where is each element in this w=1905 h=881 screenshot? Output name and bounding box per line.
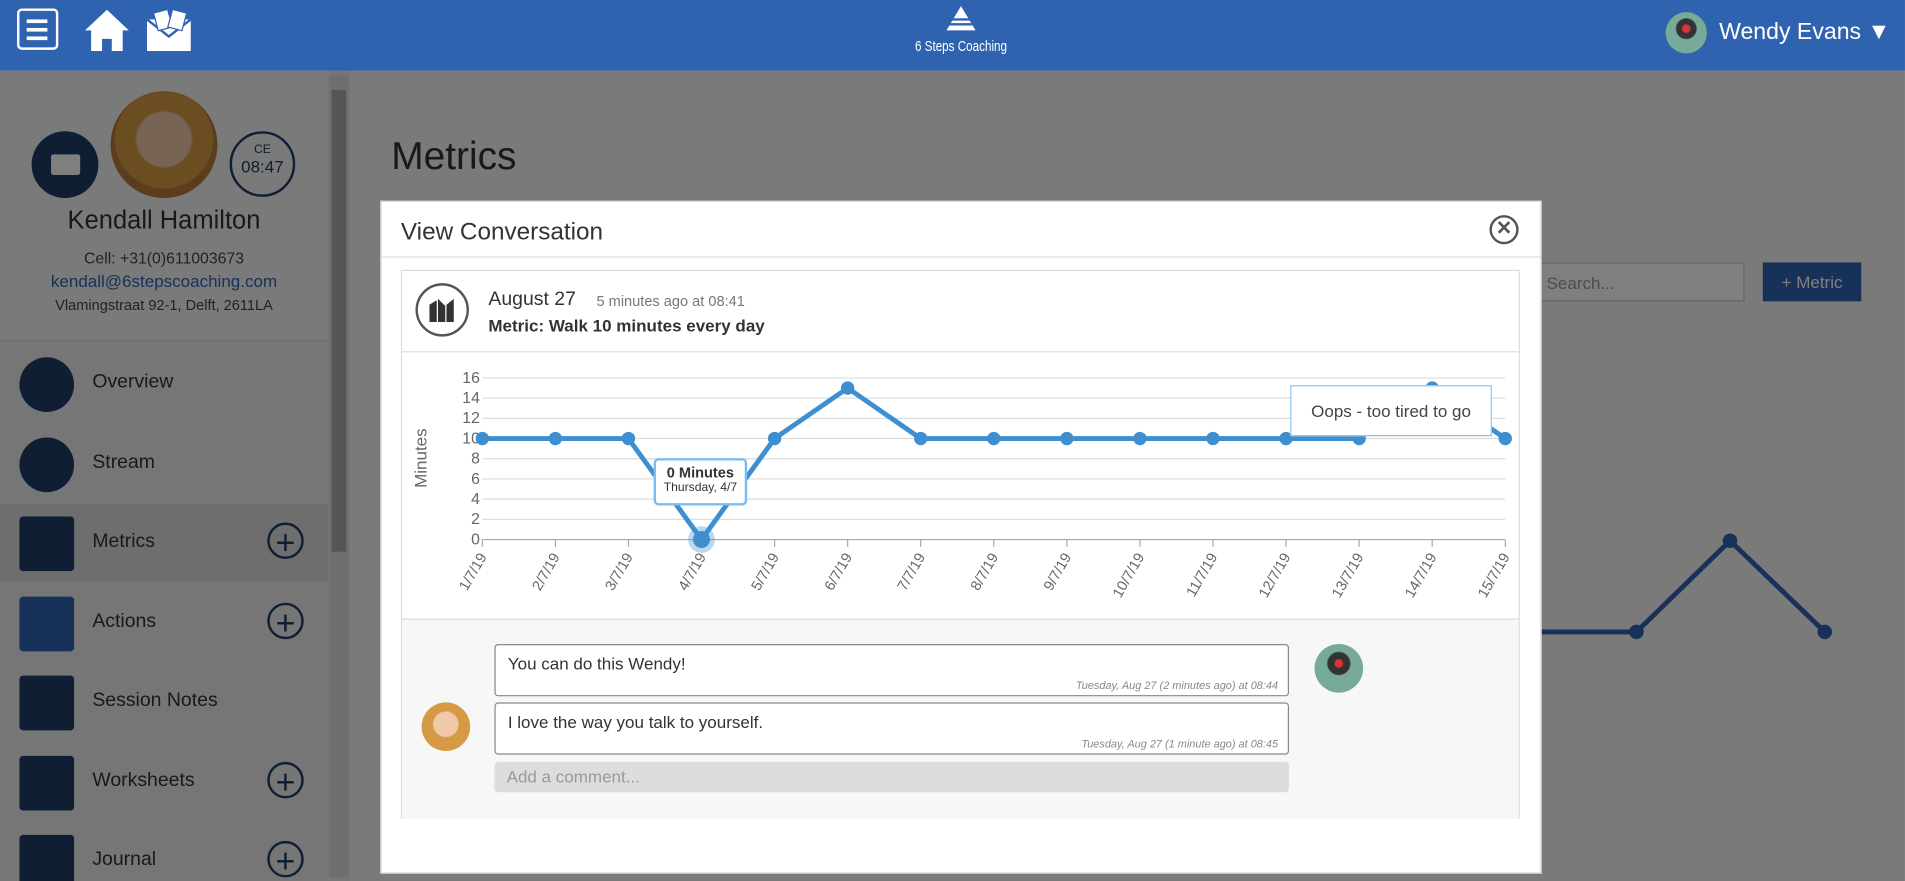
y-tick-label: 4	[471, 491, 480, 508]
coach-avatar	[1314, 644, 1364, 693]
tooltip-title: 0 Minutes	[666, 464, 735, 482]
comment-text: I love the way you talk to yourself.	[507, 712, 764, 732]
x-tick-label: 5/7/19	[749, 551, 783, 594]
y-tick-label: 0	[471, 531, 480, 548]
modal-title: View Conversation	[400, 218, 604, 246]
data-point	[548, 431, 563, 446]
data-point	[987, 431, 1001, 446]
y-tick-label: 14	[462, 390, 480, 407]
data-point	[1279, 431, 1293, 446]
metric-icon	[415, 283, 469, 337]
user-menu[interactable]: Wendy Evans ▼	[1719, 19, 1891, 45]
comment-text: You can do this Wendy!	[507, 653, 686, 674]
x-tick-label: 9/7/19	[1041, 551, 1075, 594]
logo	[946, 6, 976, 31]
data-point	[1060, 431, 1074, 446]
x-tick-label: 14/7/19	[1402, 551, 1440, 601]
data-point	[1133, 431, 1147, 446]
x-tick-label: 10/7/19	[1110, 551, 1148, 601]
post-metric[interactable]: Metric: Walk 10 minutes every day	[488, 315, 765, 336]
y-tick-label: 8	[471, 451, 480, 468]
comment: I love the way you talk to yourself. Tues…	[494, 702, 1290, 755]
close-button[interactable]: ✕	[1489, 215, 1519, 245]
data-point	[621, 431, 636, 446]
x-tick-label: 13/7/19	[1329, 551, 1367, 601]
y-tick-label: 12	[462, 410, 480, 427]
home-button[interactable]	[83, 7, 132, 53]
comment-meta: Tuesday, Aug 27 (1 minute ago) at 08:45	[1081, 737, 1279, 750]
post-time: 5 minutes ago at 08:41	[596, 292, 745, 310]
comment: You can do this Wendy! Tuesday, Aug 27 (2…	[494, 644, 1290, 697]
top-bar: 6 Steps Coaching Wendy Evans ▼	[0, 0, 1905, 71]
data-point	[767, 431, 782, 446]
x-tick-label: 3/7/19	[603, 551, 637, 594]
data-point	[840, 381, 855, 395]
x-tick-label: 1/7/19	[457, 551, 491, 594]
client-avatar	[421, 702, 471, 751]
tooltip: 0 Minutes Thursday, 4/7	[653, 458, 748, 506]
x-tick-label: 15/7/19	[1475, 551, 1513, 601]
y-tick-label: 2	[471, 511, 480, 528]
x-tick-label: 2/7/19	[530, 551, 564, 594]
x-tick-label: 7/7/19	[895, 551, 929, 594]
y-tick-label: 10	[462, 430, 480, 447]
comment-input[interactable]: Add a comment...	[494, 761, 1290, 793]
tooltip-subtitle: Thursday, 4/7	[663, 481, 738, 495]
post-date: August 27	[488, 289, 576, 310]
data-point	[1498, 431, 1512, 446]
comment-meta: Tuesday, Aug 27 (2 minutes ago) at 08:44	[1075, 679, 1279, 692]
x-tick-label: 8/7/19	[968, 551, 1002, 594]
brand: 6 Steps Coaching	[914, 37, 1008, 55]
y-axis-label: Minutes	[411, 428, 430, 488]
annotation: Oops - too tired to go	[1290, 385, 1492, 437]
data-point	[693, 531, 711, 549]
x-tick-label: 11/7/19	[1184, 551, 1222, 600]
x-tick-label: 6/7/19	[822, 551, 856, 594]
data-point	[1206, 431, 1220, 446]
user-avatar	[1665, 12, 1707, 54]
data-point	[475, 431, 489, 446]
chart: Minutes 0 2 4 6 8 10 12 14 16 1/7/19 2/7/19 3/7/19 4…	[411, 370, 1513, 601]
menu-button[interactable]	[17, 8, 59, 50]
x-tick-label: 12/7/19	[1256, 551, 1294, 601]
y-tick-label: 6	[471, 471, 480, 488]
messages-button[interactable]	[146, 7, 195, 53]
data-point	[914, 431, 928, 446]
y-tick-label: 16	[462, 370, 480, 387]
x-tick-label: 4/7/19	[676, 551, 710, 594]
